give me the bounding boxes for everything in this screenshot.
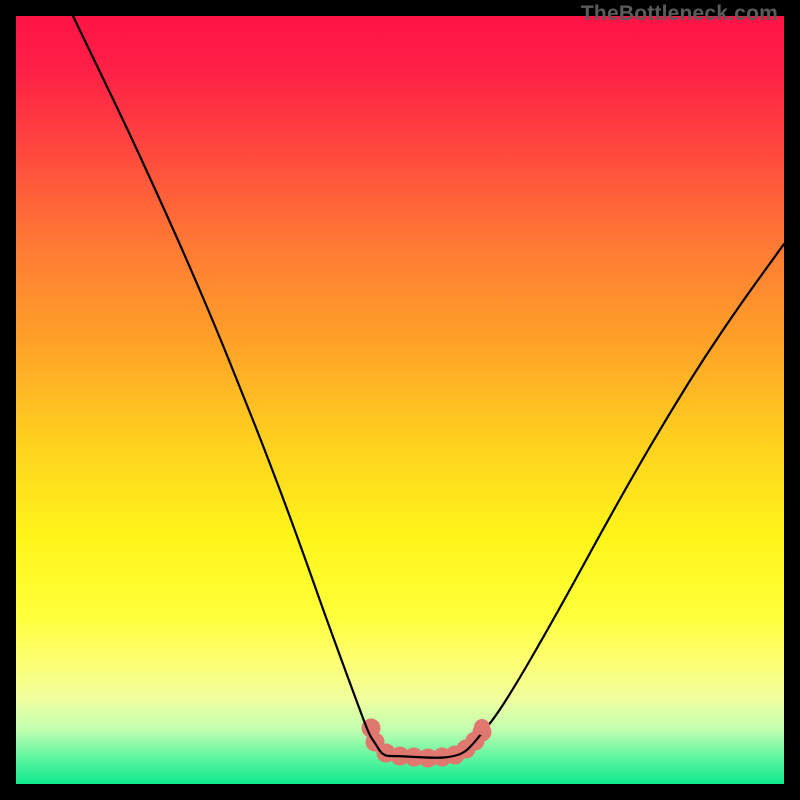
marker-cluster — [362, 719, 491, 767]
chart-frame: TheBottleneck.com — [0, 0, 800, 800]
bottleneck-curve — [73, 16, 784, 758]
plot-area — [16, 16, 784, 784]
marker-outlier — [474, 719, 490, 735]
watermark-text: TheBottleneck.com — [581, 2, 778, 26]
curve-layer — [16, 16, 784, 784]
